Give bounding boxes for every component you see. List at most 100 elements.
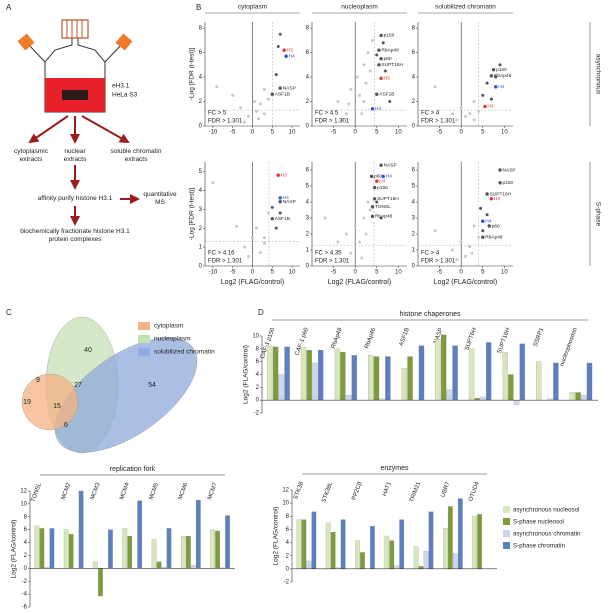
point: [262, 236, 266, 240]
point: [349, 251, 353, 255]
y-tick-label: 0: [306, 264, 310, 270]
bar: [513, 400, 520, 405]
point: [360, 256, 364, 260]
bar: [312, 362, 318, 401]
bar: [284, 346, 290, 401]
point: [262, 87, 266, 91]
point-label: ASF1B: [275, 91, 290, 97]
x-tick-label: -10: [209, 270, 218, 276]
fdr-text: FDR > 1.301: [208, 119, 243, 125]
x-tick-label: -5: [331, 270, 337, 276]
labeled-point: [481, 219, 485, 223]
y-tick-label: 5: [412, 184, 416, 190]
labeled-point: [278, 86, 282, 90]
point: [323, 216, 327, 220]
panel-label: B: [196, 3, 201, 12]
bar: [480, 396, 486, 401]
cell-type: HeLa S3: [112, 92, 138, 99]
legend-swatch: [503, 506, 510, 513]
point: [270, 205, 274, 209]
point-label: p60: [374, 174, 382, 180]
x-tick-label: -10: [209, 130, 218, 136]
point: [266, 97, 270, 101]
point: [254, 226, 258, 230]
fdr-text: FDR > 1.301: [315, 259, 350, 265]
point: [472, 118, 476, 122]
point-label: H4: [289, 54, 295, 60]
bar: [418, 345, 425, 401]
category-label: HAT1: [382, 481, 393, 498]
y-tick-label: 0: [24, 566, 28, 572]
x-tick-label: -5: [230, 130, 236, 136]
y-tick-label: -6: [22, 605, 28, 611]
bar: [575, 392, 581, 401]
row-header: asynchronous: [594, 54, 601, 95]
point: [353, 224, 357, 228]
legend-label: cytoplasm: [154, 323, 183, 330]
y-tick-label: 6: [24, 527, 28, 533]
point: [266, 211, 270, 215]
chart-title: enzymes: [380, 465, 409, 472]
flask: [17, 19, 140, 226]
cell-line: eH3.1: [112, 83, 130, 90]
labeled-point: [498, 168, 502, 172]
bar: [296, 519, 302, 569]
bar: [166, 528, 172, 569]
category-label: RbAp46: [364, 327, 377, 350]
bar: [306, 560, 312, 569]
point: [262, 112, 266, 116]
y-tick-label: 4: [306, 200, 310, 206]
y-axis-label: -Log [FDR (t-test)]: [189, 188, 196, 241]
y-tick-label: -2: [22, 579, 28, 585]
y-tick-label: 0: [256, 398, 260, 404]
point: [494, 75, 498, 79]
point-label: H3: [487, 104, 493, 110]
y-tick-label: 0: [199, 264, 203, 270]
x-tick-label: 10: [501, 270, 508, 276]
y-tick-label: 8: [412, 26, 416, 32]
bar: [156, 561, 162, 569]
bar: [581, 394, 587, 401]
y-tick-label: 2: [306, 99, 310, 105]
panel-label: C: [6, 308, 12, 317]
point: [362, 216, 366, 220]
point: [274, 226, 278, 230]
point: [349, 87, 353, 91]
point-label: RbAp48: [375, 214, 393, 220]
category-label: TONSL: [31, 482, 44, 503]
x-tick-label: 10: [501, 130, 508, 136]
point: [364, 232, 368, 236]
labeled-point: [489, 74, 494, 78]
point: [364, 81, 368, 85]
category-label: MCM5: [148, 482, 160, 501]
bar: [519, 343, 525, 401]
point: [468, 112, 472, 116]
point: [379, 216, 383, 220]
labeled-point: [379, 33, 383, 38]
bar: [151, 539, 157, 569]
bar: [306, 350, 312, 401]
y-tick-label: 2: [412, 232, 416, 238]
point: [360, 112, 364, 116]
point: [433, 85, 437, 89]
extract-label: soluble chromatin extracts: [110, 148, 162, 163]
point: [215, 85, 219, 89]
bar: [440, 334, 447, 401]
point: [481, 229, 485, 233]
category-label: NASP: [433, 327, 444, 344]
bar: [368, 355, 374, 401]
x-tick-label: 5: [271, 270, 275, 276]
point: [254, 109, 258, 113]
bar: [370, 526, 375, 569]
point-label: NASP: [283, 199, 296, 205]
point: [479, 206, 483, 210]
y-tick-label: -2: [284, 580, 290, 586]
x-tick-label: 5: [375, 270, 379, 276]
venn-count: 9: [36, 377, 40, 384]
point: [358, 93, 361, 97]
x-tick-label: 5: [481, 270, 485, 276]
bar: [278, 374, 285, 401]
bar: [340, 519, 346, 569]
y-tick-label: 6: [412, 50, 416, 56]
point: [336, 100, 340, 104]
